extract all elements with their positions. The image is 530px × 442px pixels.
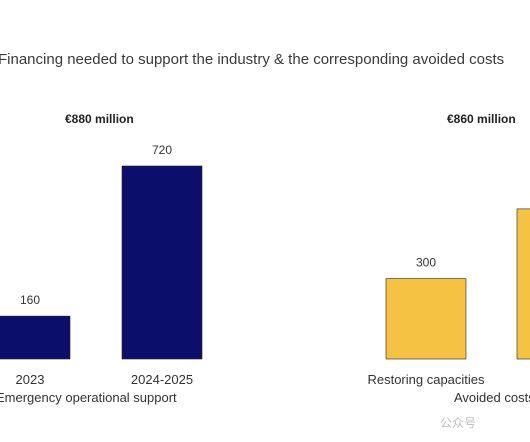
bar <box>385 278 467 360</box>
bar <box>516 208 530 360</box>
bar-value-label: 300 <box>416 256 436 270</box>
bar <box>0 315 71 360</box>
group-label-avoided: Avoided costs <box>454 390 530 405</box>
bar-value-label: 160 <box>20 293 40 307</box>
bar <box>121 165 203 360</box>
category-label: Restoring capacities <box>367 372 485 387</box>
bar-value-label: 720 <box>152 143 172 157</box>
group-total-avoided: €860 million <box>447 112 516 126</box>
watermark: 公众号 <box>440 416 477 430</box>
group-label-emergency: Emergency operational support <box>0 390 177 405</box>
chart-title: Financing needed to support the industry… <box>0 51 505 68</box>
category-label: 2023 <box>16 372 45 387</box>
group-total-emergency: €880 million <box>65 112 134 126</box>
category-label: 2024-2025 <box>131 372 193 387</box>
